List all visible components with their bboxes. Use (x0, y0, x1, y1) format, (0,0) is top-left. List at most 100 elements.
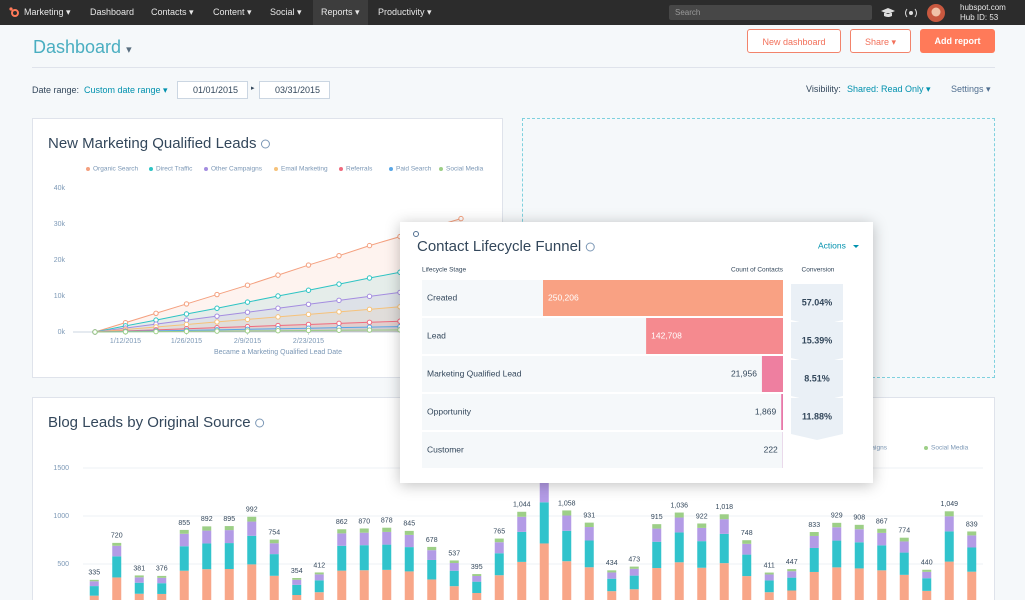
y-tick-label: 10k (54, 293, 66, 300)
legend-label: Organic Search (93, 166, 139, 173)
total-label: 862 (336, 519, 348, 526)
conversion-label: 8.51% (804, 373, 830, 383)
bar-segment (337, 529, 347, 534)
data-point (214, 305, 220, 311)
bar-segment (89, 581, 99, 587)
nav-icons[interactable] (880, 6, 920, 20)
total-label: 354 (291, 568, 303, 575)
account-info[interactable]: hubspot.com Hub ID: 53 (960, 3, 1006, 23)
info-icon (260, 139, 270, 149)
bar-segment (134, 582, 144, 594)
data-point (214, 328, 220, 334)
nav-item-label: Social (270, 7, 295, 17)
bar-segment (337, 570, 347, 600)
bar-segment (922, 578, 932, 591)
bar-segment (427, 559, 437, 580)
total-label: 1,058 (558, 500, 576, 507)
bar-segment (134, 575, 144, 578)
total-label: 395 (471, 564, 483, 571)
bar-segment (877, 528, 887, 533)
data-point (336, 320, 342, 327)
bar-segment (494, 575, 504, 600)
nav-item[interactable]: Dashboard (82, 0, 142, 25)
date-range-select[interactable]: Custom date range ▾ (84, 85, 168, 95)
share-button[interactable]: Share ▾ (850, 29, 911, 53)
data-point (305, 301, 312, 307)
bar-segment (314, 592, 324, 600)
nav-item[interactable]: Productivity ▾ (378, 7, 432, 17)
conversion-label: 57.04% (802, 297, 833, 307)
total-label: 381 (133, 565, 145, 572)
column-header: Count of Contacts (731, 267, 784, 274)
settings-menu[interactable]: Settings ▾ (951, 84, 991, 94)
bar-segment (877, 570, 887, 600)
conversion-label: 15.39% (802, 335, 833, 345)
funnel-widget: Contact Lifecycle Funnel Actions Lifecycle… (400, 222, 873, 483)
nav-item[interactable]: Contacts ▾ (151, 7, 194, 17)
nav-item[interactable]: Social ▾ (270, 7, 302, 17)
total-label: 870 (358, 518, 370, 525)
widget-title: Contact Lifecycle Funnel (417, 238, 581, 255)
nav-item[interactable]: Reports ▾ (313, 0, 368, 25)
bar-segment (404, 534, 414, 548)
search-box[interactable]: Search (669, 5, 872, 20)
bar-segment (179, 533, 189, 547)
bar-segment (539, 543, 549, 600)
total-label: 931 (583, 512, 595, 519)
bar-segment (629, 575, 639, 590)
brand-menu[interactable]: Marketing ▾ (24, 7, 71, 17)
legend-swatch (439, 167, 443, 171)
bar-segment (629, 568, 639, 576)
avatar[interactable] (926, 3, 946, 23)
bar-segment (247, 521, 257, 536)
total-label: 678 (426, 537, 438, 544)
bar-segment (809, 532, 819, 536)
bar-segment (944, 531, 954, 562)
count-label: 1,869 (755, 406, 777, 416)
bar-segment (854, 542, 864, 569)
stage-label: Lead (427, 330, 446, 340)
nav-item-label: Content (213, 7, 245, 17)
data-point (336, 309, 342, 315)
bar-segment (269, 575, 279, 600)
funnel-bar (543, 280, 783, 316)
conversion-label: 11.88% (802, 411, 832, 421)
data-point (336, 281, 342, 287)
funnel-row (422, 356, 783, 392)
bar-segment (629, 589, 639, 600)
header-divider (32, 67, 995, 68)
bar-segment (764, 592, 774, 600)
nav-item-label: Reports (321, 7, 353, 17)
legend-swatch (389, 167, 393, 171)
bar-segment (787, 569, 797, 572)
bar-segment (764, 572, 774, 575)
bar-segment (607, 572, 617, 579)
bar-segment (179, 529, 189, 534)
nav-item[interactable]: Content ▾ (213, 7, 252, 17)
legend-label: Paid Search (396, 166, 432, 173)
bar-segment (787, 571, 797, 578)
y-tick-label: 40k (54, 185, 66, 192)
settings-text: Settings (951, 84, 984, 94)
data-point (214, 319, 220, 325)
bar-segment (652, 568, 662, 600)
dashboard-title[interactable]: Dashboard ▾ (33, 37, 132, 57)
bar-segment (202, 569, 212, 600)
bar-segment (922, 590, 932, 600)
bar-segment (719, 563, 729, 600)
data-point (305, 327, 312, 334)
new-dashboard-button[interactable]: New dashboard (747, 29, 841, 53)
data-point (183, 301, 190, 307)
y-tick-label: 1000 (53, 513, 69, 520)
end-date-input[interactable]: 03/31/2015 (259, 81, 330, 99)
data-point (366, 293, 373, 300)
nav-item-label: Contacts (151, 7, 187, 17)
bar-segment (472, 576, 482, 582)
visibility-select[interactable]: Shared: Read Only ▾ (847, 84, 931, 94)
bar-segment (494, 542, 504, 554)
add-report-button[interactable]: Add report (920, 29, 995, 53)
data-point (366, 319, 373, 325)
x-axis-label: Became a Marketing Qualified Lead Date (214, 349, 342, 356)
start-date-input[interactable]: 01/01/2015 (177, 81, 248, 99)
total-label: 929 (831, 513, 843, 520)
